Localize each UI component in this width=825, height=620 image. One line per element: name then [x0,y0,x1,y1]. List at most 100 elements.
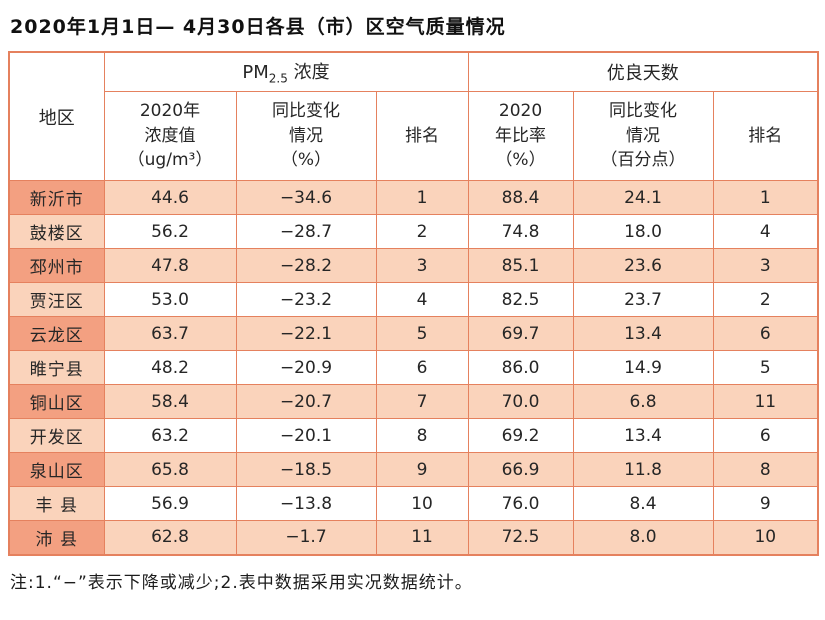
pm-value-cell: 56.9 [103,486,237,521]
table-row: 新沂市 44.6 −34.6 1 88.4 24.1 1 [8,180,819,215]
table-row: 泉山区 65.8 −18.5 9 66.9 11.8 8 [8,452,819,487]
header-region: 地区 [8,51,105,181]
header-sub-row: 2020年 浓度值 （ug/m³） 同比变化 情况 （%） 排名 2020 年比… [9,91,819,181]
header-pm-value: 2020年 浓度值 （ug/m³） [103,91,237,181]
good-ratio-cell: 74.8 [467,214,574,249]
good-rank-cell: 9 [712,486,819,521]
air-quality-table: 地区 PM2.5 浓度 优良天数 2020年 浓度值 （ug/m³） 同比变化 … [8,51,820,556]
good-change-cell: 13.4 [572,418,714,453]
good-ratio-cell: 66.9 [467,452,574,487]
pm-rank-cell: 4 [375,282,469,317]
good-change-cell: 8.4 [572,486,714,521]
pm-label-prefix: PM [242,62,269,84]
good-ratio-cell: 69.2 [467,418,574,453]
pm-value-cell: 58.4 [103,384,237,419]
good-rank-cell: 6 [712,316,819,351]
pm-change-cell: −20.7 [235,384,377,419]
pm-rank-cell: 10 [375,486,469,521]
good-rank-cell: 3 [712,248,819,283]
good-ratio-cell: 85.1 [467,248,574,283]
good-change-cell: 23.7 [572,282,714,317]
good-change-cell: 8.0 [572,520,714,555]
good-rank-cell: 6 [712,418,819,453]
good-rank-cell: 8 [712,452,819,487]
header-good-rank: 排名 [712,91,819,181]
table-row: 鼓楼区 56.2 −28.7 2 74.8 18.0 4 [8,214,819,249]
footnote: 注:1.“−”表示下降或减少;2.表中数据采用实况数据统计。 [10,572,473,593]
region-cell: 开发区 [8,418,105,453]
pm-value-cell: 48.2 [103,350,237,385]
pm-change-cell: −13.8 [235,486,377,521]
table-row: 贾汪区 53.0 −23.2 4 82.5 23.7 2 [8,282,819,317]
pm-rank-cell: 5 [375,316,469,351]
good-ratio-cell: 70.0 [467,384,574,419]
pm-rank-cell: 11 [375,520,469,555]
pm-value-cell: 63.7 [103,316,237,351]
table-row: 睢宁县 48.2 −20.9 6 86.0 14.9 5 [8,350,819,385]
good-rank-cell: 4 [712,214,819,249]
pm-rank-cell: 6 [375,350,469,385]
header-good-ratio: 2020 年比率 （%） [467,91,574,181]
region-cell: 贾汪区 [8,282,105,317]
table-row: 铜山区 58.4 −20.7 7 70.0 6.8 11 [8,384,819,419]
good-ratio-cell: 86.0 [467,350,574,385]
table-row: 云龙区 63.7 −22.1 5 69.7 13.4 6 [8,316,819,351]
good-rank-cell: 10 [712,520,819,555]
good-rank-cell: 5 [712,350,819,385]
table-header: 地区 PM2.5 浓度 优良天数 2020年 浓度值 （ug/m³） 同比变化 … [8,51,819,181]
good-ratio-cell: 82.5 [467,282,574,317]
region-cell: 睢宁县 [8,350,105,385]
good-ratio-cell: 76.0 [467,486,574,521]
good-change-cell: 11.8 [572,452,714,487]
pm-rank-cell: 3 [375,248,469,283]
pm-change-cell: −20.9 [235,350,377,385]
pm-value-cell: 56.2 [103,214,237,249]
region-cell: 铜山区 [8,384,105,419]
good-change-cell: 14.9 [572,350,714,385]
good-change-cell: 6.8 [572,384,714,419]
pm-rank-cell: 2 [375,214,469,249]
good-rank-cell: 11 [712,384,819,419]
good-change-cell: 23.6 [572,248,714,283]
pm-label-subscript: 2.5 [268,71,288,86]
region-cell: 鼓楼区 [8,214,105,249]
header-good-days-group: 优良天数 [467,51,819,92]
region-cell: 丰 县 [8,486,105,521]
region-cell: 沛 县 [8,520,105,555]
pm-change-cell: −28.7 [235,214,377,249]
region-cell: 云龙区 [8,316,105,351]
pm-rank-cell: 8 [375,418,469,453]
region-cell: 新沂市 [8,180,105,215]
table-row: 开发区 63.2 −20.1 8 69.2 13.4 6 [8,418,819,453]
good-change-cell: 24.1 [572,180,714,215]
pm-label-suffix: 浓度 [287,62,330,84]
pm-change-cell: −1.7 [235,520,377,555]
pm-value-cell: 53.0 [103,282,237,317]
good-change-cell: 18.0 [572,214,714,249]
pm-value-cell: 63.2 [103,418,237,453]
pm-rank-cell: 1 [375,180,469,215]
pm-value-cell: 44.6 [103,180,237,215]
header-group-row: 地区 PM2.5 浓度 优良天数 [8,51,819,181]
good-ratio-cell: 69.7 [467,316,574,351]
pm-rank-cell: 9 [375,452,469,487]
page-title: 2020年1月1日— 4月30日各县（市）区空气质量情况 [10,16,506,38]
good-rank-cell: 2 [712,282,819,317]
pm-value-cell: 47.8 [103,248,237,283]
pm-value-cell: 62.8 [103,520,237,555]
pm-change-cell: −28.2 [235,248,377,283]
table-row: 沛 县 62.8 −1.7 11 72.5 8.0 10 [8,520,819,555]
pm-change-cell: −34.6 [235,180,377,215]
good-rank-cell: 1 [712,180,819,215]
table-body: 新沂市 44.6 −34.6 1 88.4 24.1 1 鼓楼区 56.2 −28.7 2 74.8 1… [8,180,819,555]
region-cell: 邳州市 [8,248,105,283]
pm-change-cell: −20.1 [235,418,377,453]
pm-rank-cell: 7 [375,384,469,419]
header-good-change: 同比变化 情况 （百分点） [572,91,714,181]
table-row: 邳州市 47.8 −28.2 3 85.1 23.6 3 [8,248,819,283]
good-change-cell: 13.4 [572,316,714,351]
pm-value-cell: 65.8 [103,452,237,487]
header-pm-change: 同比变化 情况 （%） [235,91,377,181]
header-pm-rank: 排名 [375,91,469,181]
